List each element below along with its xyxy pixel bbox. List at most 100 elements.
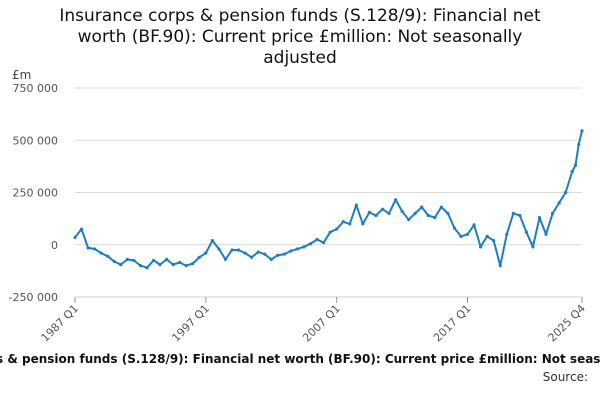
x-tick-label: 1997 Q1 — [169, 302, 212, 345]
data-point[interactable] — [459, 234, 463, 238]
data-point[interactable] — [125, 257, 129, 261]
data-point[interactable] — [217, 247, 221, 251]
y-tick-label: 500 000 — [13, 134, 59, 147]
data-point[interactable] — [171, 263, 175, 267]
data-point[interactable] — [302, 245, 306, 249]
data-point[interactable] — [439, 205, 443, 209]
data-point[interactable] — [485, 234, 489, 238]
data-point[interactable] — [315, 237, 319, 242]
data-point[interactable] — [407, 218, 411, 222]
data-point[interactable] — [282, 252, 286, 256]
data-point[interactable] — [321, 241, 326, 245]
y-tick-label: -250 000 — [9, 291, 58, 304]
data-point[interactable] — [256, 250, 260, 254]
data-point[interactable] — [550, 211, 555, 215]
data-point[interactable] — [492, 238, 496, 243]
data-point[interactable] — [472, 223, 476, 227]
data-point[interactable] — [531, 245, 535, 249]
data-point[interactable] — [236, 248, 241, 252]
data-point[interactable] — [151, 258, 156, 263]
data-point[interactable] — [446, 211, 450, 215]
data-point[interactable] — [367, 210, 371, 214]
data-point[interactable] — [250, 255, 254, 259]
data-point[interactable] — [112, 259, 116, 264]
data-point[interactable] — [580, 129, 584, 133]
data-point[interactable] — [132, 258, 136, 263]
x-tick-label: 2025 Q4 — [546, 302, 589, 345]
data-point[interactable] — [577, 142, 581, 147]
data-point[interactable] — [197, 255, 201, 259]
data-point[interactable] — [328, 230, 332, 234]
data-point[interactable] — [119, 263, 123, 267]
data-point[interactable] — [524, 230, 528, 234]
chart-title-line-1: Insurance corps & pension funds (S.128/9… — [59, 6, 541, 26]
data-point[interactable] — [498, 264, 502, 268]
data-point[interactable] — [420, 205, 424, 209]
chart-title-line-2: worth (BF.90): Current price £million: N… — [77, 27, 523, 47]
chart-title-line-3: adjusted — [263, 48, 337, 68]
data-point[interactable] — [138, 264, 143, 268]
data-point[interactable] — [191, 261, 195, 266]
data-point[interactable] — [518, 213, 522, 218]
data-point[interactable] — [537, 215, 542, 220]
series-line — [74, 129, 583, 269]
data-point[interactable] — [335, 227, 339, 231]
data-point[interactable] — [99, 251, 103, 255]
data-point[interactable] — [308, 242, 313, 246]
data-point[interactable] — [73, 235, 77, 240]
data-point[interactable] — [184, 264, 188, 268]
data-point[interactable] — [263, 252, 267, 256]
data-point[interactable] — [276, 253, 280, 257]
y-tick-labels: -250 000 0 250 000 500 000 750 000 — [9, 82, 58, 304]
data-point[interactable] — [374, 213, 378, 218]
data-point[interactable] — [86, 246, 90, 250]
legend-item: Insurance corps & pension funds (S.128/9… — [0, 352, 600, 366]
data-point[interactable] — [465, 232, 470, 236]
data-point[interactable] — [289, 249, 293, 253]
data-point[interactable] — [204, 251, 208, 255]
data-point[interactable] — [505, 232, 509, 236]
data-point[interactable] — [564, 190, 568, 195]
data-point[interactable] — [479, 245, 483, 249]
data-point[interactable] — [573, 163, 578, 167]
data-point[interactable] — [230, 248, 234, 252]
data-point[interactable] — [393, 198, 398, 202]
data-point[interactable] — [210, 238, 214, 243]
data-point[interactable] — [145, 266, 149, 270]
data-point[interactable] — [269, 257, 273, 261]
data-point[interactable] — [426, 213, 430, 218]
data-point[interactable] — [178, 260, 182, 265]
data-point[interactable] — [433, 215, 437, 220]
data-point[interactable] — [341, 220, 345, 224]
y-tick-label: 0 — [51, 239, 58, 252]
y-tick-label: 250 000 — [13, 187, 59, 200]
data-point[interactable] — [544, 232, 548, 236]
data-point[interactable] — [387, 211, 391, 215]
data-point[interactable] — [106, 254, 110, 258]
data-point[interactable] — [557, 201, 561, 205]
y-tick-label: 750 000 — [13, 82, 59, 95]
data-point[interactable] — [79, 227, 84, 231]
data-point[interactable] — [348, 222, 352, 226]
data-point[interactable] — [452, 226, 457, 230]
gridlines — [75, 87, 582, 298]
data-point[interactable] — [243, 251, 247, 255]
chart-title: Insurance corps & pension funds (S.128/9… — [0, 6, 600, 69]
data-point[interactable] — [361, 222, 365, 226]
x-tick-label: 2017 Q1 — [431, 302, 474, 345]
data-point[interactable] — [380, 207, 385, 211]
data-point[interactable] — [570, 170, 574, 174]
data-point[interactable] — [223, 257, 228, 261]
x-tick-label: 2007 Q1 — [300, 302, 343, 345]
data-point[interactable] — [93, 247, 97, 251]
data-point[interactable] — [400, 209, 404, 213]
data-point[interactable] — [295, 247, 300, 251]
data-point[interactable] — [354, 203, 358, 207]
data-point[interactable] — [164, 257, 169, 261]
source-label: Source: — [542, 370, 588, 384]
data-point[interactable] — [158, 263, 162, 267]
data-point[interactable] — [511, 211, 515, 215]
data-series — [73, 129, 584, 270]
x-tick-labels: 1987 Q1 1997 Q1 2007 Q1 2017 Q1 2025 Q4 — [39, 297, 589, 345]
data-point[interactable] — [413, 211, 417, 215]
